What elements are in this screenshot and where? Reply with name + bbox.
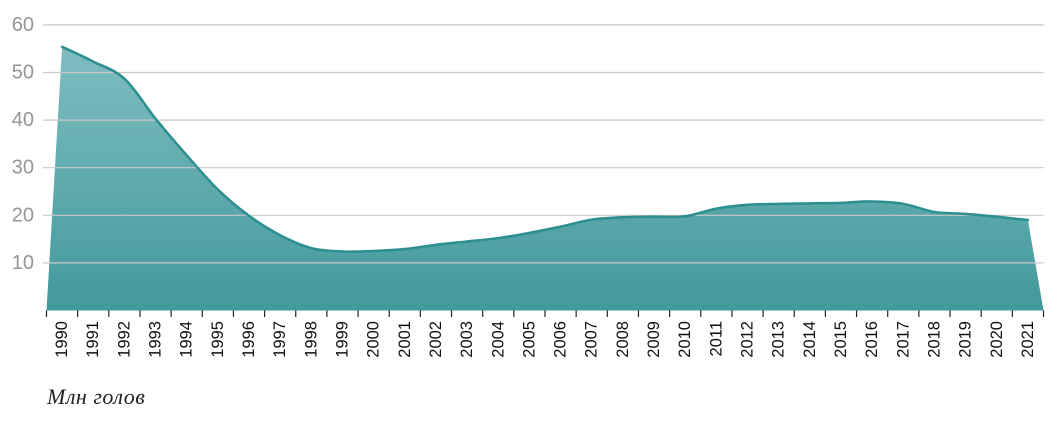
x-axis-label: 2020 [988,321,1006,358]
x-axis-label: 2013 [770,321,788,358]
x-axis-label: 2006 [552,321,570,358]
x-axis-label: 1998 [302,321,320,358]
x-axis-label: 2019 [957,321,975,358]
x-axis-label: 1997 [271,321,289,358]
x-axis-label: 2021 [1019,321,1037,358]
x-axis-label: 1999 [333,321,351,358]
x-axis-label: 2005 [520,321,538,358]
y-axis-label: 30 [12,157,34,179]
x-axis-label: 1992 [115,321,133,358]
x-axis-label: 2003 [458,321,476,358]
x-axis-label: 1994 [178,321,196,358]
x-axis-label: 2016 [863,321,881,358]
x-axis-label: 2004 [489,321,507,358]
x-axis-label: 2002 [427,321,445,358]
area-fill [46,46,1044,311]
y-axis-label: 20 [12,204,34,226]
x-axis-label: 2017 [894,321,912,358]
x-axis-label: 1995 [209,321,227,358]
y-axis-label: 40 [12,109,34,131]
x-axis-label: 1991 [84,321,102,358]
x-axis-label: 1996 [240,321,258,358]
x-axis-label: 2001 [396,321,414,358]
x-axis-label: 1990 [53,321,71,358]
y-axis-label: 60 [12,14,34,36]
x-axis-label: 2015 [832,321,850,358]
y-axis-label: 50 [12,62,34,84]
y-axis-label: 10 [12,252,34,274]
area-line [60,45,1030,253]
x-axis-label: 2011 [707,321,725,356]
x-axis-label: 2018 [925,321,943,358]
x-axis-label: 2009 [645,321,663,358]
chart-caption: Млн голов [47,384,146,409]
x-axis-label: 2012 [739,321,757,358]
x-axis-label: 1993 [147,321,165,358]
x-axis-label: 2007 [583,321,601,358]
x-axis-label: 2014 [801,321,819,358]
x-axis-label: 2008 [614,321,632,358]
x-axis-label: 2000 [365,321,383,358]
x-axis-label: 2010 [676,321,694,358]
